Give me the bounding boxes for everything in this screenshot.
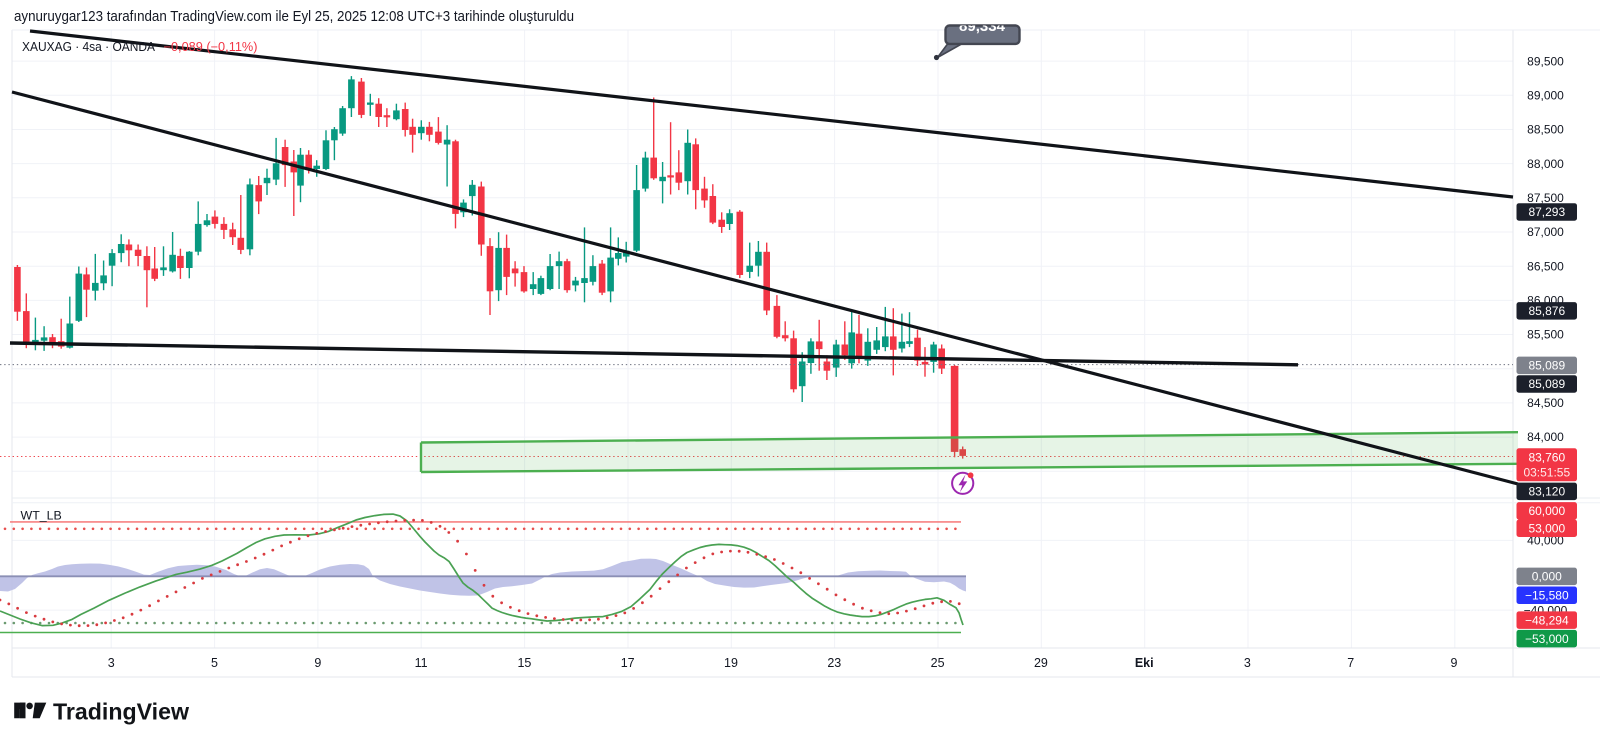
svg-text:WT_LB: WT_LB <box>21 509 62 523</box>
svg-text:87,293: 87,293 <box>1528 205 1565 219</box>
svg-text:25: 25 <box>931 656 945 670</box>
svg-text:87,000: 87,000 <box>1527 225 1564 239</box>
svg-text:85,089: 85,089 <box>1528 377 1565 391</box>
svg-text:23: 23 <box>827 656 841 670</box>
svg-text:Eki: Eki <box>1135 656 1154 670</box>
svg-text:−48,294: −48,294 <box>1525 613 1569 627</box>
svg-text:89,334: 89,334 <box>959 18 1006 35</box>
svg-text:88,000: 88,000 <box>1527 157 1564 171</box>
svg-text:89,000: 89,000 <box>1527 89 1564 103</box>
svg-text:9: 9 <box>1451 656 1458 670</box>
svg-text:0,000: 0,000 <box>1532 570 1562 584</box>
svg-text:89,500: 89,500 <box>1527 54 1564 68</box>
svg-text:86,500: 86,500 <box>1527 259 1564 273</box>
svg-text:85,089: 85,089 <box>1528 359 1565 373</box>
svg-text:03:51:55: 03:51:55 <box>1523 466 1570 480</box>
svg-text:60,000: 60,000 <box>1528 504 1565 518</box>
svg-text:15: 15 <box>517 656 531 670</box>
svg-text:17: 17 <box>621 656 635 670</box>
svg-text:3: 3 <box>108 656 115 670</box>
svg-text:87,500: 87,500 <box>1527 191 1564 205</box>
svg-text:−0,089 (−0,11%): −0,089 (−0,11%) <box>164 40 258 54</box>
svg-text:19: 19 <box>724 656 738 670</box>
svg-text:40,000: 40,000 <box>1527 534 1564 548</box>
svg-text:85,500: 85,500 <box>1527 328 1564 342</box>
svg-text:7: 7 <box>1347 656 1354 670</box>
svg-text:29: 29 <box>1034 656 1048 670</box>
svg-text:85,876: 85,876 <box>1528 304 1565 318</box>
svg-text:84,000: 84,000 <box>1527 430 1564 444</box>
svg-text:−53,000: −53,000 <box>1525 632 1569 646</box>
svg-text:83,760: 83,760 <box>1528 450 1565 464</box>
svg-text:83,120: 83,120 <box>1528 485 1565 499</box>
svg-text:9: 9 <box>314 656 321 670</box>
svg-text:−15,580: −15,580 <box>1525 588 1569 602</box>
svg-text:84,500: 84,500 <box>1527 396 1564 410</box>
svg-text:53,000: 53,000 <box>1528 521 1565 535</box>
svg-text:aynuruygar123 tarafından Tradi: aynuruygar123 tarafından TradingView.com… <box>14 9 574 25</box>
svg-text:88,500: 88,500 <box>1527 123 1564 137</box>
svg-text:TradingView: TradingView <box>53 699 190 725</box>
svg-text:3: 3 <box>1244 656 1251 670</box>
svg-text:5: 5 <box>211 656 218 670</box>
svg-text:XAUXAG · 4sa · OANDA: XAUXAG · 4sa · OANDA <box>22 40 156 54</box>
svg-text:11: 11 <box>415 656 428 670</box>
